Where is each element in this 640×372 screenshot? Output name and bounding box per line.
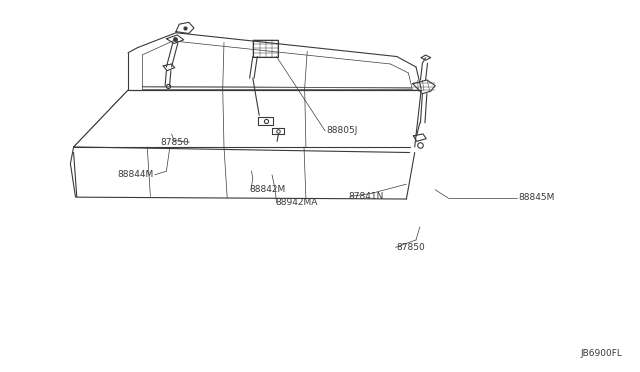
Text: 87850: 87850 [160,138,189,147]
Text: 88942MA: 88942MA [275,198,317,207]
Text: 88842M: 88842M [250,185,286,194]
Text: JB6900FL: JB6900FL [580,349,622,358]
Bar [253,40,278,57]
Text: 87850: 87850 [397,243,426,252]
Text: 87841N: 87841N [349,192,384,201]
Text: 88844M: 88844M [117,170,154,179]
Text: 88805J: 88805J [326,126,358,135]
Text: 88845M: 88845M [518,193,555,202]
